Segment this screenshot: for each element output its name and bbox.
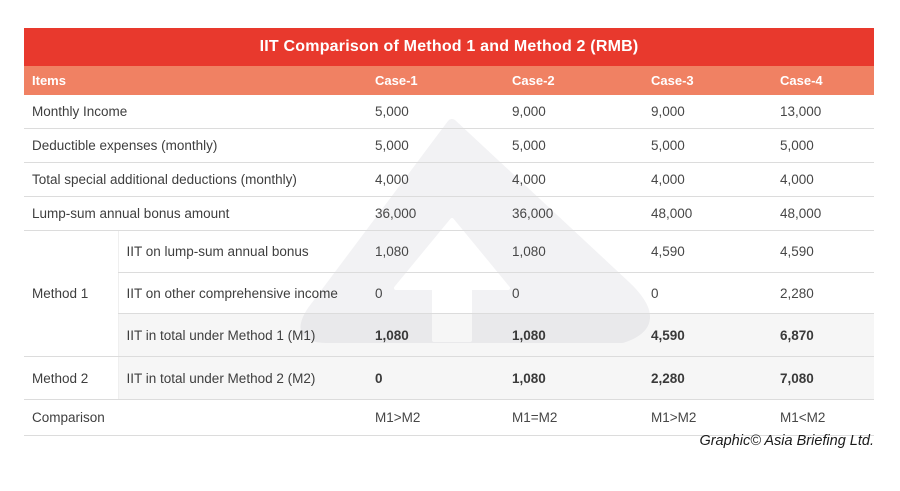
- table-row-monthly-income: Monthly Income 5,000 9,000 9,000 13,000: [24, 95, 875, 129]
- row-sublabel: IIT in total under Method 2 (M2): [117, 356, 367, 400]
- iit-comparison-table: IIT Comparison of Method 1 and Method 2 …: [24, 28, 875, 436]
- graphic-credit: Graphic© Asia Briefing Ltd.: [699, 433, 874, 449]
- row-label: Lump-sum annual bonus amount: [24, 196, 367, 231]
- cell-value: 4,000: [367, 162, 504, 197]
- cell-value: 2,280: [772, 272, 875, 314]
- table-row-method2-total: Method 2 IIT in total under Method 2 (M2…: [24, 356, 875, 400]
- cell-value: 4,590: [643, 313, 772, 357]
- cell-value: 6,870: [772, 313, 875, 357]
- group-label-method-2: Method 2: [24, 356, 118, 400]
- cell-value: 13,000: [772, 95, 875, 129]
- row-sublabel: IIT in total under Method 1 (M1): [117, 313, 367, 357]
- cell-value: 5,000: [504, 128, 643, 163]
- cell-value: 36,000: [504, 196, 643, 231]
- cell-value: 48,000: [772, 196, 875, 231]
- iit-comparison-graphic: IIT Comparison of Method 1 and Method 2 …: [24, 28, 875, 436]
- cell-value: 4,590: [772, 230, 875, 273]
- table-row-deductible-expenses: Deductible expenses (monthly) 5,000 5,00…: [24, 128, 875, 163]
- cell-value: 9,000: [504, 95, 643, 129]
- table-row-special-deductions: Total special additional deductions (mon…: [24, 162, 875, 197]
- row-label: Monthly Income: [24, 95, 367, 129]
- table-title: IIT Comparison of Method 1 and Method 2 …: [24, 28, 875, 66]
- table-row-method1-other-income-iit: IIT on other comprehensive income 0 0 0 …: [24, 272, 875, 314]
- cell-value: 1,080: [367, 230, 504, 273]
- table-row-annual-bonus: Lump-sum annual bonus amount 36,000 36,0…: [24, 196, 875, 231]
- row-label: Comparison: [24, 399, 367, 436]
- cell-value: M1>M2: [367, 399, 504, 436]
- column-header-case-1: Case-1: [367, 66, 504, 95]
- cell-value: 1,080: [367, 313, 504, 357]
- cell-value: 9,000: [643, 95, 772, 129]
- cell-value: 1,080: [504, 230, 643, 273]
- group-label-method-1: Method 1: [24, 230, 118, 357]
- cell-value: 0: [367, 356, 504, 400]
- row-label: Deductible expenses (monthly): [24, 128, 367, 163]
- cell-value: 0: [367, 272, 504, 314]
- table-row-method1-bonus-iit: Method 1 IIT on lump-sum annual bonus 1,…: [24, 230, 875, 357]
- row-sublabel: IIT on lump-sum annual bonus: [117, 230, 367, 273]
- cell-value: 4,000: [772, 162, 875, 197]
- cell-value: 5,000: [367, 128, 504, 163]
- cell-value: 5,000: [367, 95, 504, 129]
- cell-value: 4,000: [504, 162, 643, 197]
- cell-value: 5,000: [643, 128, 772, 163]
- cell-value: M1>M2: [643, 399, 772, 436]
- table-row-comparison: Comparison M1>M2 M1=M2 M1>M2 M1<M2: [24, 399, 875, 436]
- cell-value: M1<M2: [772, 399, 875, 436]
- column-header-case-3: Case-3: [643, 66, 772, 95]
- cell-value: 0: [643, 272, 772, 314]
- cell-value: 48,000: [643, 196, 772, 231]
- cell-value: 36,000: [367, 196, 504, 231]
- cell-value: M1=M2: [504, 399, 643, 436]
- cell-value: 7,080: [772, 356, 875, 400]
- cell-value: 1,080: [504, 313, 643, 357]
- column-header-case-4: Case-4: [772, 66, 875, 95]
- column-header-case-2: Case-2: [504, 66, 643, 95]
- cell-value: 4,590: [643, 230, 772, 273]
- column-header-items: Items: [24, 66, 367, 95]
- cell-value: 0: [504, 272, 643, 314]
- row-sublabel: IIT on other comprehensive income: [117, 272, 367, 314]
- table-row-method1-total: IIT in total under Method 1 (M1) 1,080 1…: [24, 313, 875, 357]
- row-label: Total special additional deductions (mon…: [24, 162, 367, 197]
- cell-value: 4,000: [643, 162, 772, 197]
- cell-value: 5,000: [772, 128, 875, 163]
- cell-value: 1,080: [504, 356, 643, 400]
- cell-value: 2,280: [643, 356, 772, 400]
